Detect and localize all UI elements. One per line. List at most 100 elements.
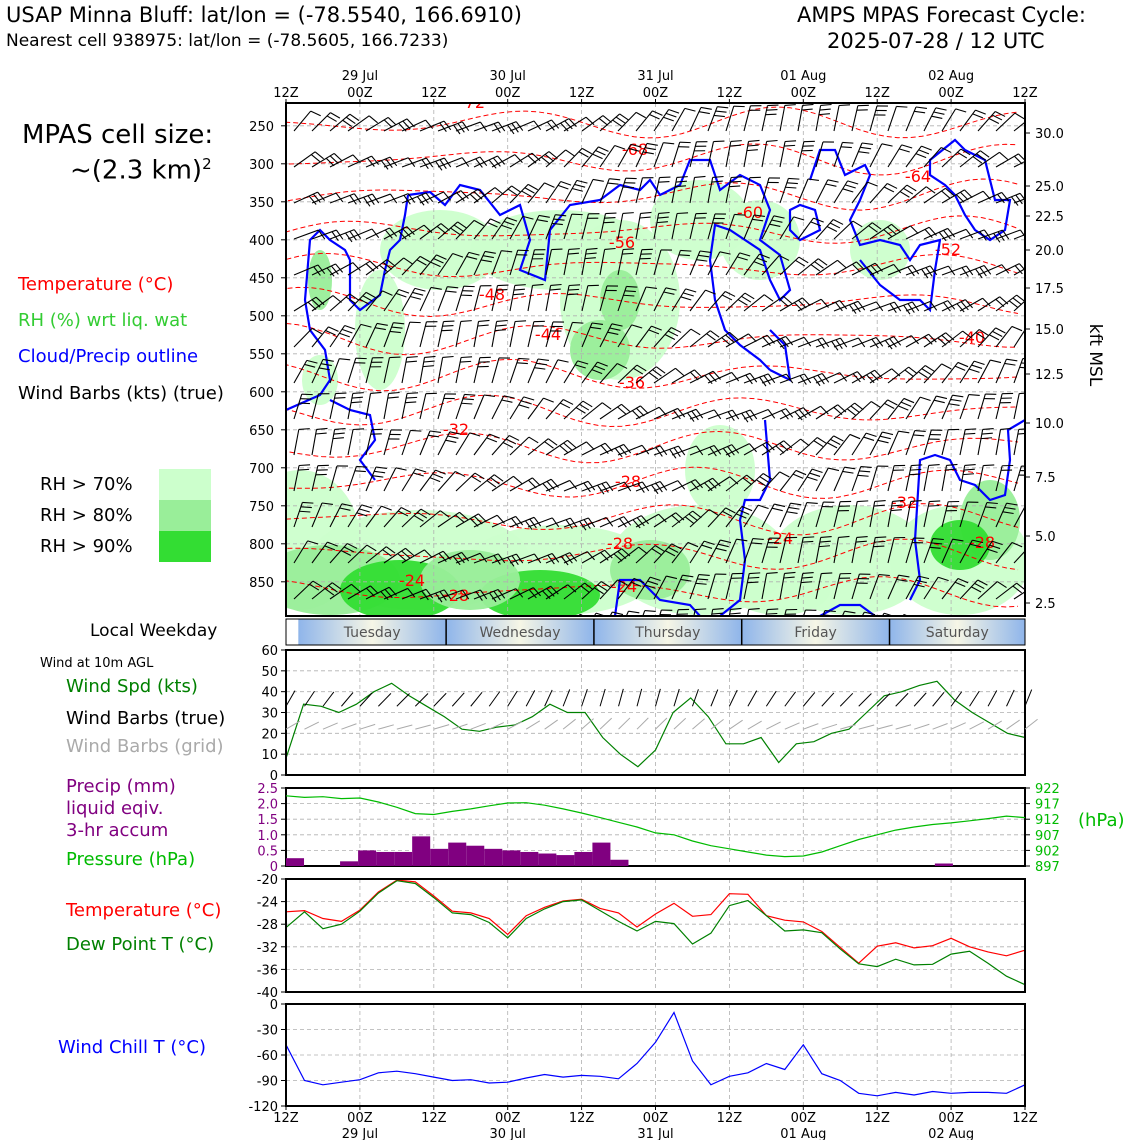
wind-barb-staff — [959, 297, 983, 312]
wind-barb-212 — [419, 286, 442, 312]
wind-barb-399 — [833, 433, 861, 456]
top-time-tick-3: 00Z — [495, 86, 521, 101]
wind-barb-543 — [473, 588, 506, 603]
wind-barb-feather — [746, 474, 756, 483]
wind-barb-staff — [455, 357, 462, 384]
wind-barb-544 — [491, 588, 524, 600]
cloud-outline-6 — [329, 399, 377, 481]
wind-barb-feather — [762, 444, 771, 453]
wind-barb-feather — [722, 510, 733, 517]
wind-barb-staff — [365, 116, 389, 132]
wind-barb-feather — [881, 143, 893, 147]
wind-barb-569 — [941, 578, 969, 600]
wind-barb-feather — [607, 331, 619, 335]
wind-barb-202 — [977, 264, 1010, 276]
wind-barb-feather — [756, 479, 766, 487]
wind-barb-feather — [497, 284, 509, 287]
wind-barb-feather — [425, 157, 434, 168]
wind-barb-203 — [995, 263, 1025, 276]
wind-barb-84 — [329, 193, 362, 205]
wind-barb-feather — [333, 432, 345, 435]
wind-barb-feather — [443, 191, 452, 201]
wind-barb-feather — [695, 608, 707, 611]
wind-barb-207 — [329, 293, 360, 312]
wind-barb-staff — [1013, 465, 1022, 492]
wind-barb-541 — [437, 589, 470, 600]
wind-barb-feather — [729, 144, 741, 147]
wind-barb-feather — [366, 157, 375, 167]
wind-barb-feather — [553, 218, 565, 221]
wind-barb-feather — [340, 550, 352, 556]
wind-barb-feather — [439, 122, 447, 132]
surface-barb-true-13 — [525, 690, 536, 707]
wind-barb-staff — [419, 321, 427, 348]
wind-barb-feather — [879, 435, 891, 440]
temp-contour-11 — [286, 503, 1019, 536]
wind-barb-feather — [835, 301, 843, 312]
wind-barb-422 — [509, 477, 541, 492]
wind-barb-feather — [913, 434, 925, 437]
wind-barb-feather — [1029, 547, 1039, 552]
wind-barb-feather — [652, 110, 663, 116]
wind-barb-feather — [457, 221, 468, 229]
wind-barb-feather — [995, 327, 1006, 334]
wind-barb-staff — [977, 581, 998, 600]
cloud-outline-2 — [808, 148, 942, 313]
surface-barb-grid-16 — [581, 718, 594, 730]
wind-barb-564 — [851, 573, 871, 600]
wind-barb-273 — [779, 336, 812, 348]
wind-barb-feather — [349, 231, 357, 241]
wind-barb-508 — [581, 549, 613, 564]
windchill-line — [285, 1011, 1026, 1097]
wind-barb-12 — [509, 120, 542, 132]
wind-barb-feather — [651, 484, 659, 495]
wind-barb-79 — [977, 151, 1009, 168]
wind-barb-6 — [401, 119, 434, 132]
wind-barb-feather — [884, 612, 895, 616]
wind-barb-322 — [923, 363, 952, 384]
wind-barb-staff — [905, 501, 912, 528]
wind-barb-feather — [658, 211, 670, 214]
wind-barb-staff — [491, 588, 517, 600]
wind-barb-602 — [803, 609, 817, 616]
wind-barb-feather — [819, 108, 831, 111]
wind-barb-feather — [542, 483, 551, 493]
wind-barb-151 — [797, 217, 824, 240]
wind-barb-421 — [491, 475, 523, 492]
wind-barb-feather — [852, 373, 861, 383]
bottom-date-label-3: 01 Aug — [780, 1127, 826, 1140]
wind-barb-feather — [351, 401, 363, 404]
wind-barb-feather — [518, 404, 530, 409]
wind-barb-feather — [453, 224, 464, 232]
wind-barb-feather — [736, 538, 748, 542]
wind-barb-feather — [709, 330, 720, 338]
wind-barb-feather — [631, 324, 643, 329]
wind-barb-563 — [833, 572, 852, 600]
wind-barb-feather — [874, 540, 886, 543]
wind-barb-3 — [347, 115, 378, 132]
wind-barb-600 — [765, 608, 779, 616]
wind-barb-staff — [401, 357, 408, 384]
wind-barb-staff — [617, 444, 643, 456]
wind-barb-31 — [851, 104, 869, 132]
wind-barb-feather — [874, 499, 886, 502]
temp-contour-label-4: -56 — [609, 233, 635, 252]
wind-barb-feather — [623, 248, 635, 251]
wind-barb-52 — [491, 154, 523, 168]
wind-barb-staff — [833, 537, 840, 564]
wind-barb-feather — [775, 445, 785, 454]
wind-barb-feather — [694, 479, 703, 489]
wind-barb-feather — [477, 324, 489, 327]
wind-barb-feather — [609, 178, 621, 181]
wind-barb-489 — [977, 502, 998, 528]
wind-barb-304 — [599, 363, 628, 384]
wind-barb-feather — [873, 504, 885, 507]
wind-barb-356 — [797, 405, 829, 420]
wind-barb-297 — [473, 356, 491, 384]
wind-barb-78 — [959, 150, 990, 168]
wind-barb-feather — [497, 155, 506, 165]
wind-barb-38 — [977, 111, 1006, 132]
wind-barb-feather — [671, 543, 682, 550]
wind-barb-196 — [869, 263, 902, 276]
wind-barb-217 — [509, 284, 526, 312]
